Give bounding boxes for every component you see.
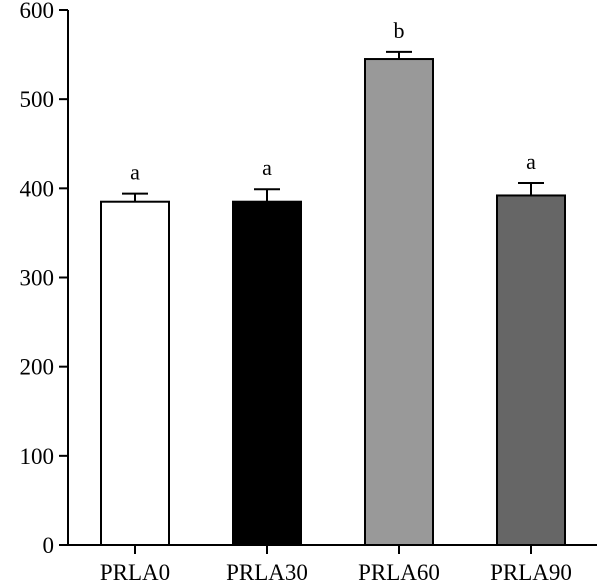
bar (364, 58, 434, 547)
significance-letter: b (394, 18, 405, 43)
y-tick-label: 400 (20, 176, 55, 201)
significance-letter: a (262, 155, 272, 180)
bar (232, 200, 302, 546)
bars: a a b a (100, 18, 566, 547)
y-tick-label: 0 (43, 533, 55, 558)
x-axis: PRLA0 PRLA30 PRLA60 PRLA90 (67, 544, 597, 585)
x-tick-label: PRLA30 (226, 560, 308, 585)
bar (100, 200, 170, 546)
significance-letter: a (526, 149, 536, 174)
y-tick-label: 100 (20, 444, 55, 469)
x-tick-label: PRLA90 (490, 560, 572, 585)
y-tick-label: 500 (20, 87, 55, 112)
bar (496, 194, 566, 546)
y-tick-label: 300 (20, 266, 55, 291)
x-tick-label: PRLA0 (100, 560, 170, 585)
y-axis: 0 100 200 300 400 500 600 (20, 0, 69, 558)
y-tick-label: 200 (20, 355, 55, 380)
significance-letter: a (130, 160, 140, 185)
y-tick-label: 600 (20, 0, 55, 23)
x-tick-label: PRLA60 (358, 560, 440, 585)
